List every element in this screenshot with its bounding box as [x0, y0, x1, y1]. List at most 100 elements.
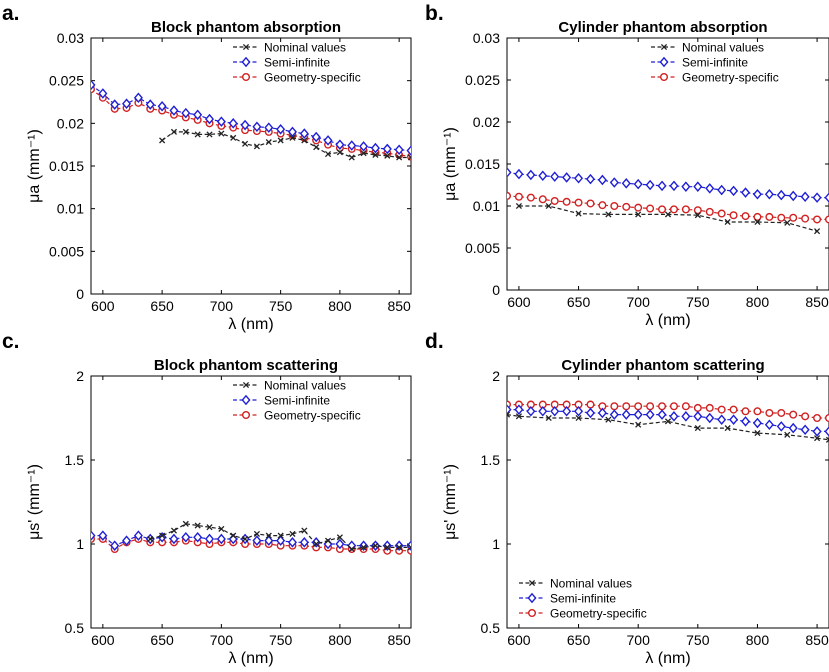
- x-tick-label: 850: [387, 298, 411, 314]
- data-point-semi: [812, 192, 822, 203]
- data-point-semi: [204, 533, 215, 545]
- y-tick-label: 2: [492, 368, 500, 384]
- chart-cylinder-scattering: Cylinder phantom scattering 600 650 700 750 8…: [442, 357, 829, 667]
- y-tick-label: 0.03: [473, 30, 500, 46]
- legend-label-nominal: Nominal values: [264, 379, 346, 393]
- data-point-semi: [169, 105, 179, 116]
- data-point-nominal: [507, 411, 511, 418]
- data-point-semi: [145, 99, 155, 110]
- data-point-geometry: [729, 211, 738, 220]
- legend: Nominal valuesSemi-infiniteGeometry-spec…: [651, 41, 779, 85]
- data-point-nominal: [396, 544, 403, 551]
- data-point-geometry: [562, 197, 571, 206]
- series-semi: [91, 79, 411, 156]
- data-point-semi: [394, 144, 404, 156]
- x-axis-label: λ (nm): [228, 650, 273, 667]
- data-point-geometry: [765, 408, 774, 417]
- data-point-semi: [91, 79, 96, 91]
- axes-frame: [90, 375, 412, 629]
- data-point-semi: [287, 537, 298, 548]
- series-semi: [507, 404, 829, 437]
- legend-label-semi: Semi-infinite: [550, 592, 616, 606]
- data-point-nominal: [324, 150, 332, 158]
- data-point-geometry: [526, 193, 535, 202]
- series-line-geometry: [91, 88, 411, 158]
- data-point-nominal: [194, 522, 201, 529]
- y-tick-label: 0.025: [49, 73, 84, 89]
- legend-marker-semi: [527, 592, 537, 604]
- series-nominal: [515, 202, 821, 235]
- data-point-geometry: [753, 407, 762, 416]
- data-point-semi: [526, 406, 536, 417]
- data-point-geometry: [634, 203, 643, 212]
- panel-letter-b: b.: [425, 2, 444, 25]
- data-point-semi: [526, 169, 536, 181]
- data-point-geometry: [681, 402, 690, 411]
- data-point-semi: [287, 126, 298, 138]
- data-point-semi: [574, 406, 584, 417]
- data-point-semi: [514, 168, 524, 180]
- data-point-semi: [657, 409, 667, 420]
- legend-item-geometry: Geometry-specific: [651, 71, 779, 85]
- data-point-semi: [597, 407, 607, 419]
- legend-marker-semi: [241, 56, 251, 68]
- data-point-nominal: [265, 139, 272, 146]
- data-point-semi: [776, 421, 786, 432]
- data-point-nominal: [384, 152, 391, 159]
- x-axis-label: λ (nm): [228, 316, 273, 333]
- data-point-semi: [370, 142, 380, 154]
- x-tick-label: 650: [150, 298, 174, 314]
- data-point-semi: [657, 180, 667, 192]
- x-tick-label: 600: [91, 298, 115, 314]
- data-point-geometry: [813, 215, 822, 224]
- data-point-geometry: [753, 212, 762, 221]
- data-point-semi: [98, 530, 108, 541]
- data-point-geometry: [777, 213, 786, 222]
- y-tick-label: 2: [76, 368, 84, 384]
- data-point-semi: [538, 406, 548, 417]
- data-point-semi: [299, 128, 309, 139]
- data-point-geometry: [669, 402, 678, 411]
- data-point-semi: [812, 426, 822, 437]
- data-point-semi: [157, 100, 167, 112]
- legend-item-semi: Semi-infinite: [233, 56, 330, 70]
- data-point-geometry: [741, 407, 750, 416]
- data-point-geometry: [658, 205, 667, 214]
- data-point-semi: [705, 183, 715, 194]
- y-tick-label: 0.5: [481, 620, 501, 636]
- data-point-semi: [764, 188, 774, 200]
- data-point-semi: [669, 180, 679, 192]
- data-point-geometry: [610, 402, 619, 411]
- x-tick-label: 600: [507, 294, 531, 310]
- y-tick-label: 0.02: [57, 115, 84, 131]
- data-point-nominal: [242, 535, 249, 543]
- data-point-nominal: [147, 535, 154, 543]
- data-point-semi: [776, 189, 786, 201]
- data-point-semi: [788, 422, 798, 434]
- data-point-geometry: [610, 201, 619, 210]
- data-point-nominal: [253, 530, 260, 537]
- y-tick-label: 0.02: [473, 114, 500, 130]
- data-point-semi: [717, 184, 727, 196]
- y-tick-label: 1: [492, 536, 500, 552]
- data-point-nominal: [605, 416, 612, 423]
- legend-label-nominal: Nominal values: [550, 577, 632, 591]
- x-tick-label: 750: [269, 632, 293, 648]
- data-point-semi: [169, 533, 179, 545]
- data-point-nominal: [545, 202, 552, 210]
- legend-label-semi: Semi-infinite: [682, 56, 748, 70]
- legend-item-semi: Semi-infinite: [651, 56, 748, 70]
- data-point-semi: [633, 178, 643, 190]
- data-point-semi: [645, 179, 655, 191]
- data-point-semi: [359, 141, 369, 152]
- data-point-nominal: [814, 435, 821, 442]
- x-tick-label: 800: [746, 294, 770, 310]
- data-point-nominal: [360, 544, 367, 551]
- y-axis-label: μa (mm⁻¹): [26, 129, 43, 203]
- legend-label-geometry: Geometry-specific: [264, 71, 361, 85]
- data-point-geometry: [813, 413, 822, 422]
- legend-label-geometry: Geometry-specific: [264, 409, 361, 423]
- data-point-semi: [264, 122, 274, 133]
- data-point-nominal: [313, 144, 320, 151]
- data-point-semi: [507, 167, 512, 178]
